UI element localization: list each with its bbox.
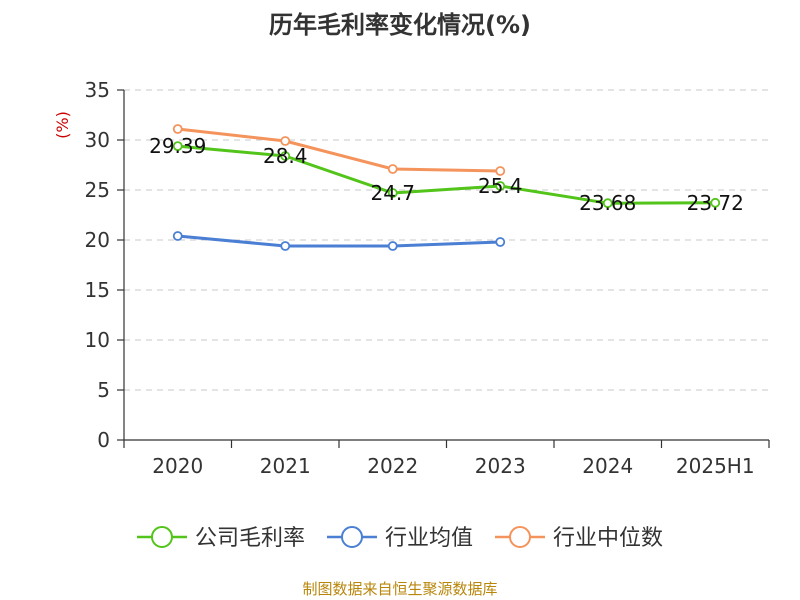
data-label: 23.68: [579, 191, 636, 215]
series-point: [280, 151, 291, 161]
x-tick-label: 2024: [582, 454, 633, 478]
series-point: [172, 141, 183, 152]
legend-marker: [340, 526, 363, 548]
y-tick-label: 25: [85, 178, 110, 202]
y-tick-labels: 0 5 10 15 20 25 30 35: [85, 78, 110, 452]
legend-marker: [150, 526, 173, 548]
series-group: [172, 124, 721, 251]
source-note: 制图数据来自恒生聚源数据库: [302, 580, 497, 598]
y-tick-label: 0: [97, 428, 110, 452]
x-tick-label: 2021: [260, 454, 311, 478]
series-point: [280, 241, 291, 251]
data-labels: 29.39 28.4 24.7 25.4 23.68 23.72: [149, 134, 744, 215]
series-point: [387, 241, 398, 251]
legend-label: 行业均值: [385, 526, 473, 551]
y-tick-label: 20: [85, 228, 110, 252]
data-label: 25.4: [478, 174, 523, 198]
legend-item[interactable]: 公司毛利率: [136, 526, 305, 551]
series-line: [177, 234, 501, 248]
legend-label: 公司毛利率: [195, 526, 305, 551]
series-point: [172, 231, 183, 241]
legend-label: 行业中位数: [553, 526, 663, 551]
series-point: [387, 188, 398, 198]
legend-item[interactable]: 行业均值: [326, 526, 473, 551]
y-tick-label: 5: [97, 378, 110, 402]
x-tick-label: 2020: [152, 454, 203, 478]
series-point: [710, 197, 721, 208]
series-point: [172, 124, 183, 134]
series-point: [602, 198, 613, 209]
series-line: [177, 127, 501, 173]
series-point: [495, 237, 506, 247]
y-tick-label: 30: [85, 128, 110, 152]
series-point: [280, 136, 291, 146]
legend[interactable]: 公司毛利率 行业均值 行业中位数: [136, 526, 663, 551]
data-label: 28.4: [263, 144, 308, 168]
axes: [117, 89, 770, 448]
x-tick-label: 2023: [475, 454, 526, 478]
y-tick-label: 15: [85, 278, 110, 302]
x-tick-labels: 2020 2021 2022 2023 2024 2025H1: [152, 454, 754, 478]
series-point: [495, 166, 506, 176]
x-tick-label: 2025H1: [676, 454, 755, 478]
y-axis-label: (%): [53, 111, 72, 139]
x-tick-label: 2022: [367, 454, 418, 478]
data-label: 29.39: [149, 134, 206, 158]
legend-item[interactable]: 行业中位数: [495, 526, 663, 551]
series-point: [495, 181, 506, 191]
data-label: 23.72: [687, 191, 744, 215]
legend-marker: [509, 526, 532, 548]
chart-title: 历年毛利率变化情况(%): [269, 11, 531, 39]
data-label: 24.7: [370, 181, 415, 205]
y-tick-label: 35: [85, 78, 110, 102]
series-line: [177, 144, 716, 205]
series-point: [387, 164, 398, 174]
y-tick-label: 10: [85, 328, 110, 352]
